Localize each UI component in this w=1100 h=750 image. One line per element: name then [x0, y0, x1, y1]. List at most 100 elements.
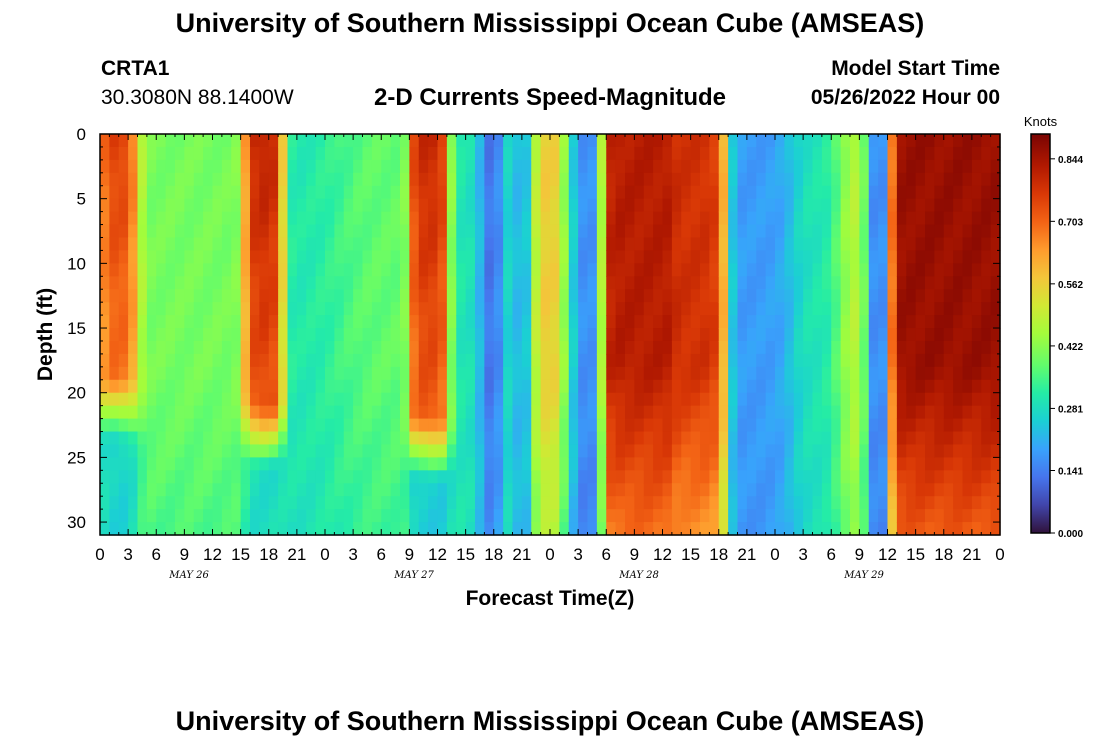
- heatmap-cell: [803, 134, 814, 148]
- heatmap-cell: [118, 328, 129, 342]
- heatmap-cell: [934, 379, 945, 394]
- heatmap-cell: [653, 198, 664, 213]
- heatmap-cell: [831, 289, 842, 303]
- heatmap-cell: [109, 237, 120, 252]
- heatmap-cell: [765, 418, 776, 433]
- heatmap-cell: [737, 340, 748, 355]
- heatmap-cell: [203, 431, 214, 446]
- heatmap-cell: [925, 522, 935, 536]
- heatmap-cell: [156, 146, 167, 161]
- heatmap-cell: [278, 237, 289, 252]
- heatmap-cell: [156, 366, 167, 381]
- heatmap-cell: [643, 522, 654, 536]
- heatmap-cell: [578, 405, 589, 420]
- heatmap-cell: [175, 185, 185, 200]
- heatmap-cell: [540, 146, 551, 161]
- heatmap-cell: [540, 509, 551, 523]
- heatmap-cell: [221, 379, 232, 394]
- heatmap-cell: [475, 146, 485, 161]
- heatmap-cell: [100, 302, 110, 316]
- heatmap-cell: [550, 263, 560, 277]
- heatmap-cell: [934, 496, 945, 510]
- heatmap-cell: [287, 263, 298, 277]
- heatmap-cell: [625, 457, 635, 471]
- heatmap-cell: [840, 315, 851, 329]
- heatmap-cell: [381, 224, 392, 239]
- heatmap-cell: [437, 185, 448, 200]
- heatmap-cell: [671, 237, 682, 252]
- heatmap-cell: [690, 522, 701, 536]
- heatmap-cell: [446, 198, 457, 213]
- heatmap-cell: [137, 185, 148, 200]
- heatmap-cell: [746, 470, 757, 484]
- heatmap-cell: [756, 366, 767, 381]
- heatmap-cell: [503, 289, 514, 303]
- heatmap-cell: [896, 276, 907, 290]
- heatmap-cell: [906, 172, 917, 187]
- heatmap-cell: [175, 328, 185, 342]
- heatmap-cell: [446, 263, 457, 277]
- heatmap-cell: [212, 172, 223, 187]
- heatmap-cell: [231, 431, 242, 446]
- heatmap-cell: [859, 276, 870, 290]
- heatmap-cell: [165, 276, 176, 290]
- heatmap-cell: [737, 198, 748, 213]
- heatmap-cell: [943, 431, 954, 446]
- heatmap-cell: [334, 509, 345, 523]
- heatmap-cell: [409, 366, 420, 381]
- heatmap-cell: [353, 379, 364, 394]
- heatmap-cell: [550, 302, 560, 316]
- heatmap-cell: [850, 431, 860, 446]
- heatmap-cell: [418, 315, 429, 329]
- heatmap-cell: [456, 483, 467, 497]
- heatmap-cell: [165, 211, 176, 226]
- heatmap-cell: [878, 522, 889, 536]
- heatmap-cell: [456, 509, 467, 523]
- x-tick-label: 6: [152, 545, 161, 564]
- heatmap-cell: [606, 276, 617, 290]
- heatmap-cell: [943, 522, 954, 536]
- heatmap-cell: [287, 379, 298, 394]
- heatmap-cell: [578, 237, 589, 252]
- heatmap-cell: [550, 418, 560, 433]
- heatmap-cell: [559, 366, 570, 381]
- heatmap-cell: [850, 509, 860, 523]
- heatmap-cell: [315, 366, 326, 381]
- heatmap-cell: [428, 198, 439, 213]
- heatmap-cell: [662, 289, 673, 303]
- heatmap-cell: [550, 172, 560, 187]
- heatmap-cell: [165, 172, 176, 187]
- heatmap-cell: [128, 276, 139, 290]
- heatmap-cell: [878, 250, 889, 264]
- heatmap-cell: [343, 172, 354, 187]
- heatmap-cell: [784, 315, 795, 329]
- heatmap-cell: [493, 159, 504, 174]
- heatmap-cell: [775, 134, 785, 148]
- heatmap-cell: [746, 185, 757, 200]
- heatmap-cell: [671, 379, 682, 394]
- heatmap-cell: [325, 379, 335, 394]
- heatmap-cell: [953, 418, 964, 433]
- heatmap-cell: [371, 211, 382, 226]
- heatmap-cell: [878, 315, 889, 329]
- heatmap-cell: [578, 509, 589, 523]
- heatmap-cell: [184, 483, 195, 497]
- heatmap-cell: [775, 315, 785, 329]
- heatmap-cell: [128, 379, 139, 394]
- heatmap-cell: [784, 263, 795, 277]
- heatmap-cell: [746, 289, 757, 303]
- heatmap-cell: [475, 379, 485, 394]
- heatmap-cell: [503, 185, 514, 200]
- day-label: MAY 27: [393, 570, 434, 581]
- heatmap-cell: [446, 470, 457, 484]
- heatmap-cell: [737, 315, 748, 329]
- heatmap-cell: [409, 315, 420, 329]
- heatmap-cell: [203, 146, 214, 161]
- heatmap-cell: [240, 457, 251, 471]
- heatmap-cell: [156, 431, 167, 446]
- heatmap-cell: [756, 302, 767, 316]
- heatmap-cell: [971, 302, 982, 316]
- heatmap-cell: [925, 405, 935, 420]
- heatmap-cell: [878, 159, 889, 174]
